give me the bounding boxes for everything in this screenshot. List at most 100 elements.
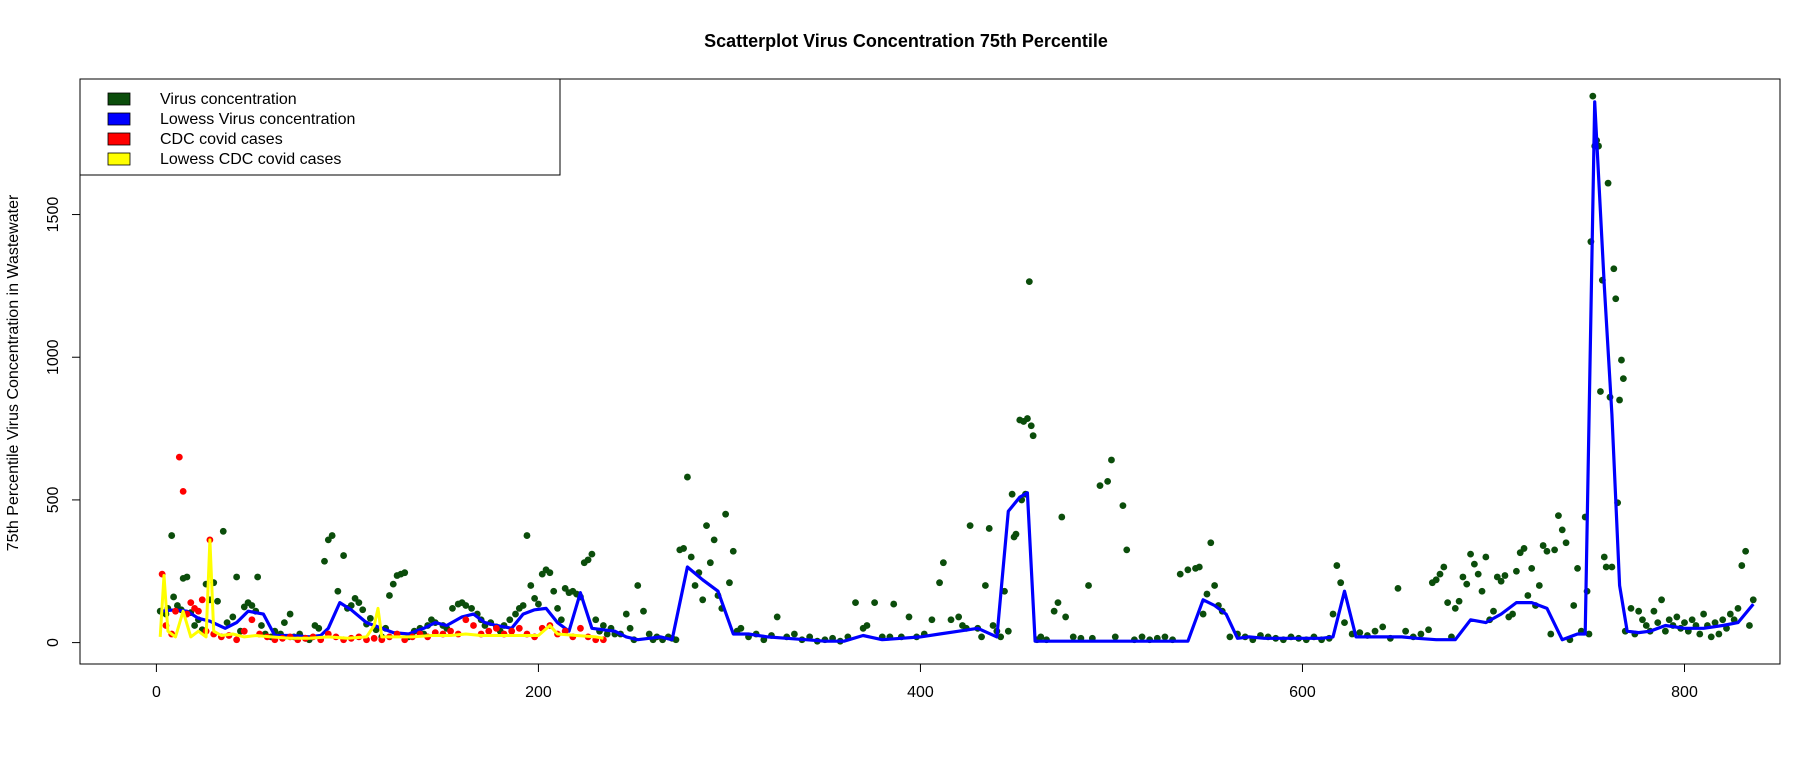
- data-point: [1570, 602, 1578, 609]
- data-point: [588, 550, 596, 558]
- data-point: [366, 614, 374, 622]
- legend-swatch: [107, 152, 131, 166]
- data-point: [989, 622, 997, 629]
- y-tick-label: 1000: [45, 339, 62, 375]
- data-layer: [156, 92, 1757, 645]
- x-tick-label: 800: [1671, 684, 1698, 701]
- data-point: [852, 599, 859, 607]
- data-point: [508, 627, 516, 635]
- data-point: [1619, 375, 1627, 383]
- data-point: [170, 593, 177, 601]
- data-point: [703, 522, 710, 529]
- data-point: [890, 600, 898, 608]
- data-point: [1658, 596, 1665, 604]
- data-point: [1589, 92, 1597, 100]
- data-point: [1037, 633, 1045, 641]
- data-point: [1627, 604, 1635, 612]
- data-point: [233, 573, 241, 581]
- data-point: [626, 624, 634, 632]
- data-point: [1199, 610, 1207, 618]
- data-point: [871, 599, 879, 607]
- y-tick-label: 0: [45, 638, 62, 647]
- data-point: [315, 624, 323, 632]
- data-point: [1211, 582, 1219, 589]
- legend-label: CDC covid cases: [160, 131, 283, 148]
- data-point: [634, 582, 642, 589]
- data-point: [1688, 616, 1696, 624]
- data-point: [370, 634, 378, 642]
- data-point: [1371, 627, 1379, 635]
- data-point: [1029, 432, 1037, 440]
- data-point: [1025, 278, 1033, 286]
- data-point: [985, 525, 993, 532]
- y-axis-label: 75th Percentile Virus Concentration in W…: [5, 194, 22, 551]
- data-point: [1337, 579, 1345, 587]
- data-point: [254, 573, 262, 581]
- data-point: [1096, 482, 1104, 490]
- data-point: [955, 613, 963, 621]
- data-point: [1203, 590, 1211, 598]
- data-point: [1333, 562, 1341, 569]
- data-point: [1574, 565, 1581, 572]
- data-point: [1665, 616, 1673, 624]
- data-point: [1555, 512, 1562, 520]
- data-point: [905, 613, 913, 621]
- data-point: [1474, 570, 1482, 578]
- data-point: [737, 624, 745, 632]
- data-point: [328, 532, 336, 539]
- data-point: [1642, 622, 1650, 629]
- data-point: [1547, 630, 1555, 638]
- data-point: [449, 604, 456, 612]
- x-tick-label: 200: [525, 684, 552, 701]
- data-point: [1432, 576, 1440, 584]
- data-point: [527, 582, 535, 589]
- data-point: [550, 587, 558, 595]
- data-point: [1058, 513, 1066, 521]
- data-point: [462, 602, 470, 609]
- data-point: [1341, 619, 1348, 627]
- data-point: [1123, 546, 1131, 554]
- data-point: [359, 606, 367, 614]
- x-axis: 0 200 400 600 800: [152, 663, 1698, 701]
- data-point: [1497, 577, 1505, 585]
- data-point: [258, 622, 265, 629]
- data-point: [233, 636, 241, 644]
- data-point: [214, 597, 221, 605]
- data-point: [966, 522, 974, 529]
- data-point: [172, 607, 179, 615]
- data-point: [1119, 502, 1127, 510]
- data-point: [1726, 610, 1734, 618]
- data-point: [515, 624, 523, 632]
- data-point: [1681, 619, 1688, 627]
- data-point: [175, 453, 183, 461]
- data-point: [355, 599, 363, 607]
- data-point: [187, 599, 195, 607]
- x-tick-label: 0: [152, 684, 161, 701]
- data-point: [997, 633, 1005, 641]
- data-point: [729, 547, 737, 555]
- data-point: [1085, 582, 1092, 589]
- legend-box: [79, 78, 561, 176]
- data-point: [523, 532, 531, 539]
- data-point: [512, 610, 519, 618]
- data-point: [485, 627, 493, 635]
- data-point: [978, 633, 985, 641]
- data-point: [401, 569, 409, 577]
- data-point: [535, 600, 542, 608]
- data-point: [1050, 607, 1058, 615]
- data-point: [1562, 539, 1570, 547]
- data-point: [672, 636, 680, 644]
- data-point: [1639, 616, 1646, 624]
- data-point: [1597, 388, 1604, 395]
- data-point: [1161, 633, 1169, 641]
- series-line: [160, 100, 1755, 643]
- data-point: [773, 613, 781, 621]
- data-point: [863, 622, 871, 629]
- data-point: [493, 624, 500, 632]
- legend-swatch: [107, 132, 131, 146]
- data-point: [1738, 562, 1746, 569]
- data-point: [179, 487, 187, 495]
- data-point: [1482, 553, 1490, 561]
- y-tick-label: 500: [45, 486, 62, 513]
- data-point: [1008, 490, 1016, 498]
